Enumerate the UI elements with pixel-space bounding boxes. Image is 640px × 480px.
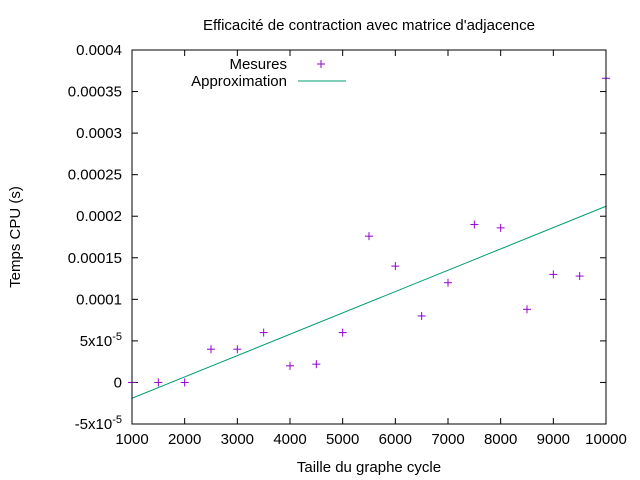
- y-tick-label: 0.00035: [68, 84, 122, 101]
- data-point: [523, 305, 531, 314]
- y-tick-label: 0.0001: [76, 291, 122, 308]
- x-tick-label: 3000: [221, 431, 254, 448]
- data-point: [180, 378, 189, 387]
- data-point: [312, 360, 321, 369]
- data-point: [259, 328, 268, 337]
- data-point: [575, 272, 584, 281]
- data-point: [496, 223, 505, 232]
- data-point: [470, 220, 479, 229]
- chart-title: Efficacité de contraction avec matrice d…: [203, 17, 535, 34]
- data-point: [338, 328, 347, 337]
- x-tick-label: 6000: [379, 431, 412, 448]
- data-point: [417, 311, 426, 320]
- y-axis-ticks: -5x10-5 0 5x10-5 0.0001 0.00015 0.0002 0.00025…: [68, 42, 606, 433]
- y-tick-label: 0.0004: [76, 42, 122, 59]
- x-tick-label: 4000: [273, 431, 306, 448]
- y-tick-label: 0.00015: [68, 250, 122, 267]
- x-axis-label: Taille du graphe cycle: [297, 459, 441, 476]
- x-tick-label: 10000: [585, 431, 627, 448]
- data-point: [444, 278, 452, 287]
- data-point: [233, 345, 242, 354]
- data-point: [365, 232, 373, 241]
- x-axis-ticks: 1000 2000 3000 4000 5000 6000 7000 8000 9000 1000…: [115, 50, 627, 448]
- legend-label: Mesures: [229, 56, 287, 73]
- x-tick-label: 1000: [115, 431, 148, 448]
- x-tick-label: 8000: [484, 431, 517, 448]
- plot-frame: [131, 49, 607, 425]
- x-tick-label: 5000: [326, 431, 359, 448]
- data-point: [154, 378, 163, 387]
- y-tick-label: -5x10-5: [75, 414, 122, 433]
- y-tick-label: 0.0002: [76, 208, 122, 225]
- x-tick-label: 9000: [537, 431, 570, 448]
- y-axis-label: Temps CPU (s): [7, 186, 24, 288]
- plot-area: [128, 74, 610, 399]
- y-tick-label: 0.0003: [76, 125, 122, 142]
- approximation-line: [131, 205, 607, 399]
- y-tick-label: 5x10-5: [80, 331, 122, 350]
- legend-label: Approximation: [191, 73, 287, 90]
- y-tick-label: 0: [114, 374, 122, 391]
- x-tick-label: 7000: [431, 431, 464, 448]
- x-tick-label: 2000: [168, 431, 201, 448]
- data-point: [286, 361, 294, 370]
- data-point: [207, 345, 215, 354]
- y-tick-label: 0.00025: [68, 167, 122, 184]
- data-point: [391, 262, 400, 271]
- legend-point-swatch: [317, 60, 325, 68]
- data-point: [549, 270, 558, 279]
